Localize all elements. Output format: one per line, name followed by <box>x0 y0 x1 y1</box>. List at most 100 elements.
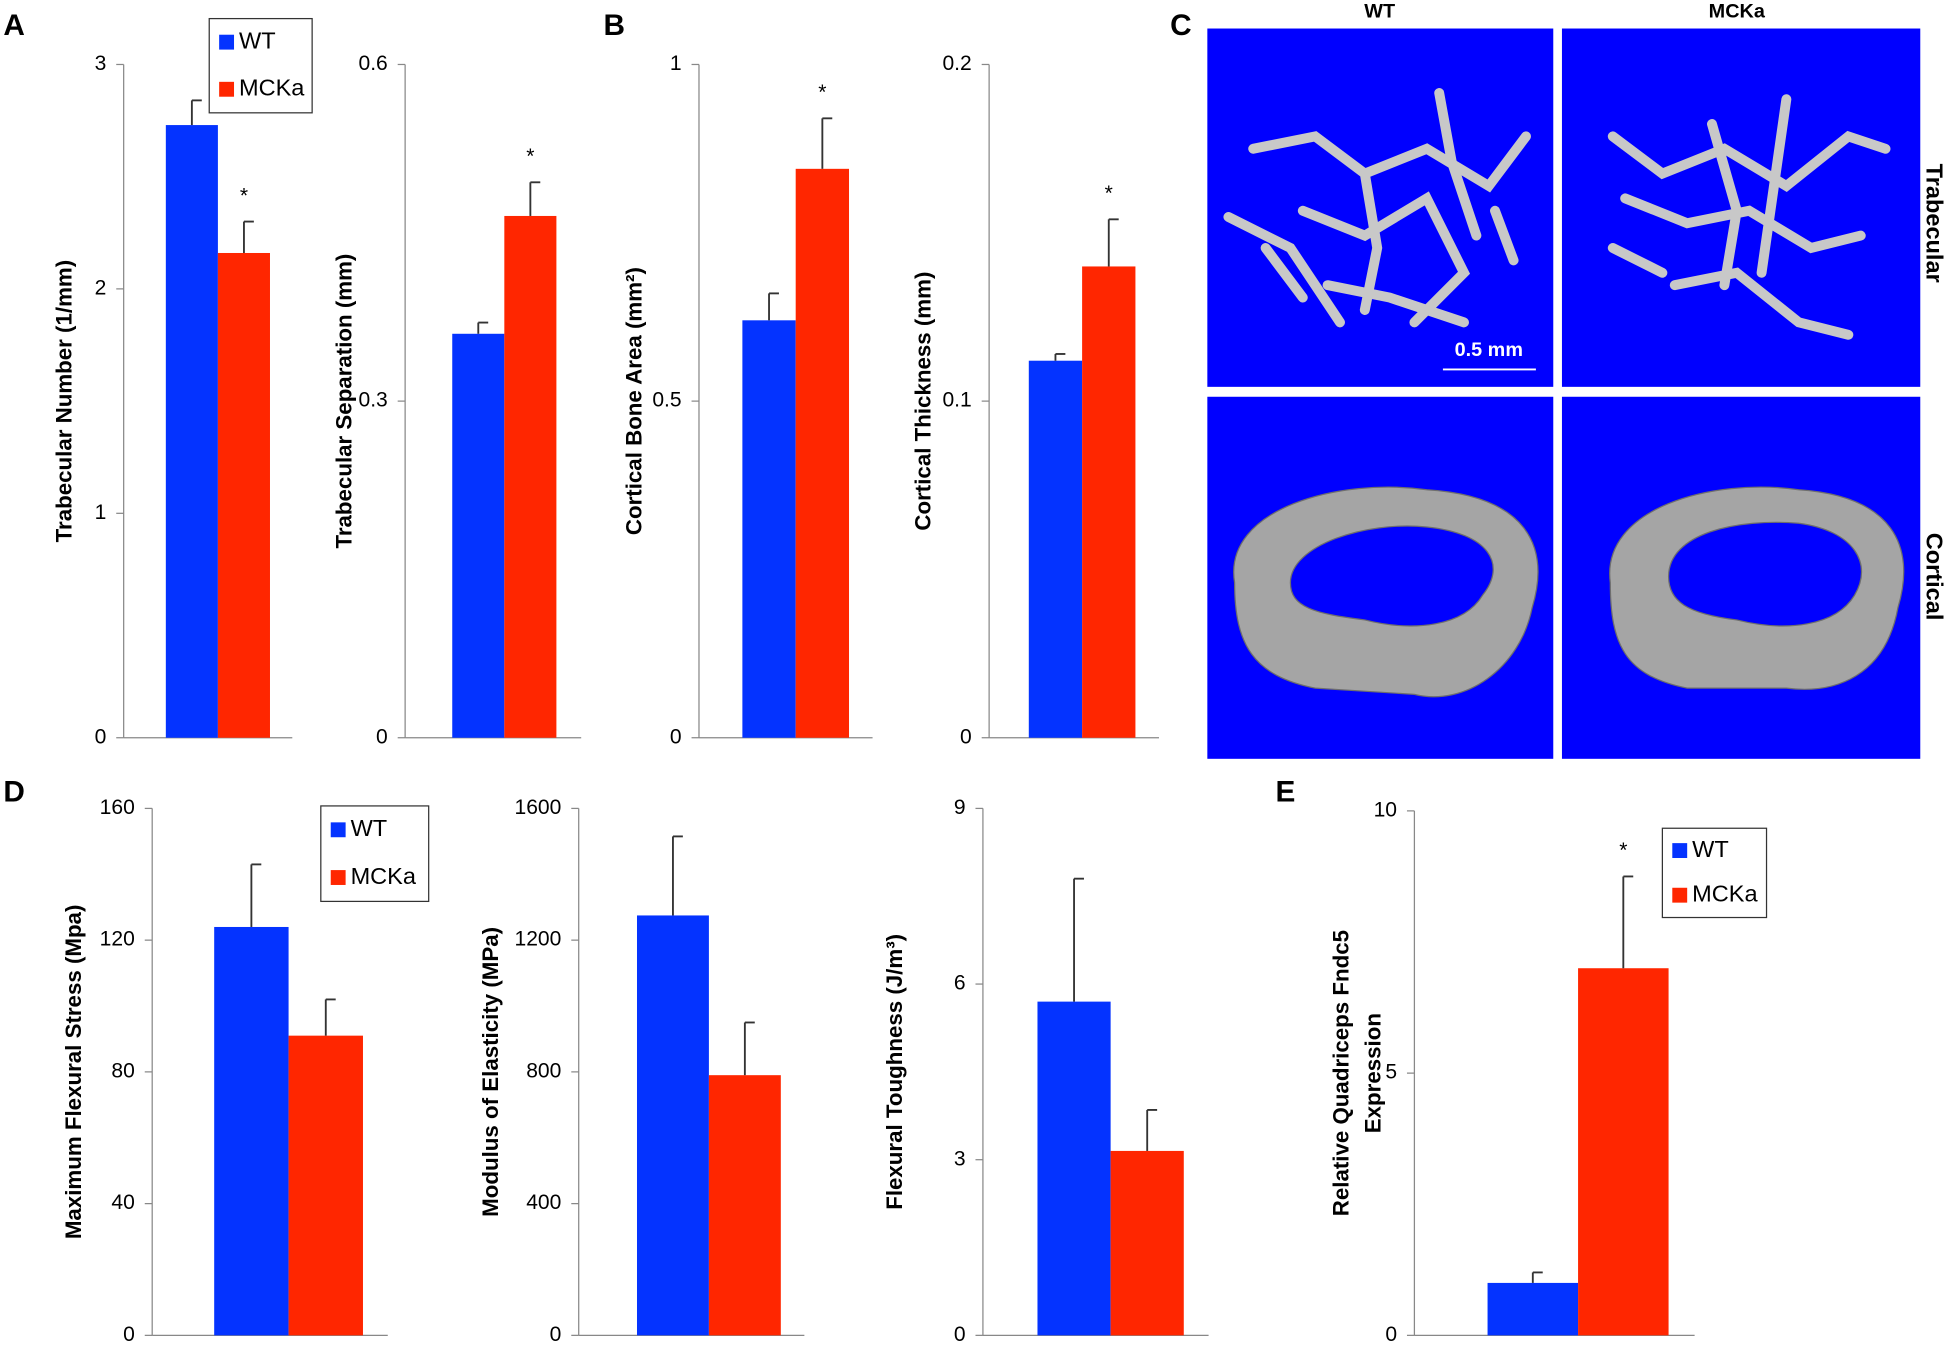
y-tick-label: 0 <box>376 725 388 748</box>
y-tick-label: 0 <box>550 1323 562 1346</box>
error-bar <box>1073 877 1084 1002</box>
y-tick-label: 1600 <box>514 796 561 819</box>
error-bar <box>477 321 489 334</box>
y-tick-label: 800 <box>526 1059 561 1082</box>
bar <box>1037 1001 1111 1336</box>
y-tick-label: 5 <box>1385 1061 1397 1084</box>
chart: 0 0.3 0.6 Trabecular Separation (mm) * <box>332 52 582 748</box>
y-tick-label: 80 <box>111 1059 134 1082</box>
panel-label: A <box>3 9 25 42</box>
bar <box>742 320 796 738</box>
chart: 0 400 800 1200 1600 Modulus of Elasticity (MP… <box>478 796 805 1346</box>
y-tick-label: 0 <box>123 1323 135 1346</box>
significance-mark: * <box>240 184 248 207</box>
significance-mark: * <box>818 81 826 104</box>
legend-box <box>320 805 430 903</box>
y-axis-label: Expression <box>1361 1013 1386 1133</box>
bar <box>452 333 505 738</box>
error-bar <box>1054 353 1066 361</box>
legend-label: WT <box>239 27 276 53</box>
legend-swatch <box>1672 887 1688 903</box>
error-bar <box>1622 875 1634 969</box>
column-label: MCKa <box>1709 1 1766 23</box>
error-bar <box>743 1021 755 1076</box>
significance-mark: * <box>1105 182 1113 205</box>
y-tick-label: 0 <box>954 1323 966 1346</box>
bar <box>214 926 289 1336</box>
scale-bar-label: 0.5 mm <box>1455 339 1523 361</box>
ct-image <box>1207 28 1554 387</box>
bar <box>795 168 850 738</box>
bar <box>217 252 270 738</box>
y-tick-label: 0.6 <box>358 52 387 75</box>
bar <box>1028 360 1083 738</box>
legend-label: WT <box>1692 836 1729 862</box>
bar <box>708 1075 781 1336</box>
legend-label: MCKa <box>239 74 305 100</box>
y-tick-label: 0.1 <box>942 389 971 412</box>
legend-swatch <box>330 822 346 838</box>
column-label: WT <box>1364 1 1395 23</box>
error-bar <box>529 181 541 216</box>
panel-label: E <box>1276 775 1296 808</box>
y-axis-label: Maximum Flexural Stress (Mpa) <box>61 905 86 1240</box>
bar <box>636 915 709 1336</box>
legend-swatch <box>219 34 235 50</box>
y-tick-label: 400 <box>526 1191 561 1214</box>
bar <box>1082 266 1136 738</box>
bar <box>504 215 557 738</box>
chart: 0 5 10 Relative Quadriceps Fndc5 Expression *… <box>1328 798 1768 1346</box>
error-bar <box>324 998 336 1036</box>
error-bar <box>1146 1109 1158 1151</box>
error-bar <box>250 863 262 927</box>
error-bar <box>190 99 202 126</box>
bar <box>288 1035 363 1336</box>
y-tick-label: 9 <box>954 796 966 819</box>
y-tick-label: 6 <box>954 972 966 995</box>
y-tick-label: 0 <box>95 725 107 748</box>
y-tick-label: 3 <box>954 1147 966 1170</box>
error-bar <box>243 220 254 253</box>
error-bar <box>821 117 833 169</box>
y-tick-label: 0 <box>670 725 682 748</box>
bar <box>1110 1150 1184 1336</box>
y-tick-label: 160 <box>100 796 135 819</box>
y-tick-label: 1200 <box>514 928 561 951</box>
cortical-bone <box>1233 486 1905 698</box>
bar <box>1487 1282 1579 1336</box>
legend-swatch <box>219 81 235 97</box>
legend-label: WT <box>351 815 388 841</box>
legend-swatch <box>330 870 346 885</box>
legend-box <box>208 17 313 114</box>
legend-swatch <box>1672 843 1688 859</box>
chart: 0 1 2 3 Trabecular Number (1/mm) * WT MCKa <box>51 17 313 748</box>
bar <box>165 125 218 738</box>
y-tick-label: 3 <box>95 52 107 75</box>
chart: 0 40 80 120 160 Maximum Flexural Stress (Mpa)… <box>61 796 430 1346</box>
y-tick-label: 0 <box>1385 1323 1397 1346</box>
y-axis-label: Cortical Bone Area (mm²) <box>622 267 647 535</box>
y-axis-label: Trabecular Separation (mm) <box>332 254 357 549</box>
y-axis-label: Relative Quadriceps Fndc5 <box>1328 930 1353 1216</box>
y-tick-label: 0.2 <box>942 52 971 75</box>
error-bar <box>1531 1271 1543 1283</box>
significance-mark: * <box>1619 839 1627 862</box>
y-tick-label: 0 <box>960 725 972 748</box>
micro-ct-panel: WT MCKa 0.5 mm Trabecular Cortical <box>1207 1 1946 759</box>
bar <box>1578 968 1669 1336</box>
panel-label: C <box>1170 9 1192 42</box>
legend-label: MCKa <box>351 863 417 889</box>
panel-label: B <box>604 9 626 42</box>
y-tick-label: 10 <box>1374 798 1397 821</box>
y-axis-label: Trabecular Number (1/mm) <box>51 260 76 543</box>
y-tick-label: 0.5 <box>652 389 681 412</box>
row-label: Trabecular <box>1921 164 1946 283</box>
error-bar <box>1107 218 1119 267</box>
chart: 0 0.5 1 Cortical Bone Area (mm²) * <box>622 52 873 748</box>
y-tick-label: 2 <box>95 276 107 299</box>
trabecular-bone <box>1223 88 1891 340</box>
row-label: Cortical <box>1921 533 1946 621</box>
y-tick-label: 120 <box>100 928 135 951</box>
error-bar <box>768 292 779 321</box>
y-axis-label: Flexural Toughness (J/m³) <box>882 934 907 1210</box>
